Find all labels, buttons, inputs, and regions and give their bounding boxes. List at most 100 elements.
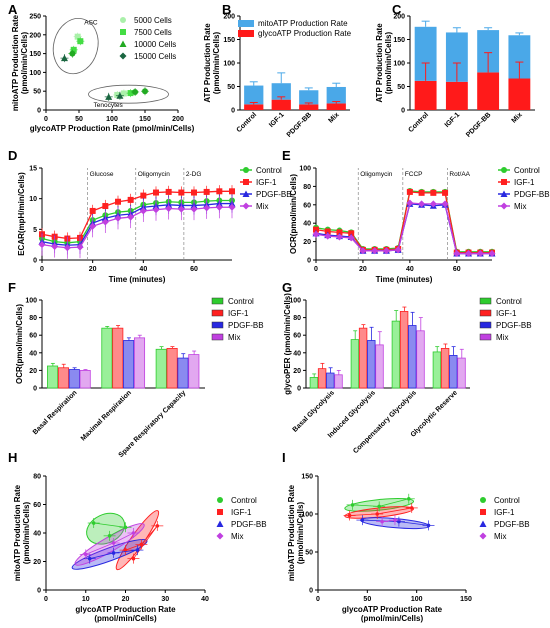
data-point [215, 203, 223, 211]
panel-letter-B: B [222, 2, 231, 17]
bar [123, 340, 135, 389]
panel-D: 0 5 10 15 0 20 40 60 ECAR(mpH/min/Cells) Time (mi… [17, 166, 292, 285]
y-tick-label: 200 [393, 14, 405, 21]
data-point [216, 188, 223, 195]
data-point [360, 518, 365, 522]
panel-E: 0 20 40 60 80 100 0 20 40 60 OCR(pmol/min/Cells) Ti… [289, 166, 550, 285]
data-point [394, 246, 402, 254]
y-axis-label: ATP Production Rate(pmol/min/Cells) [203, 23, 221, 103]
y-tick-label: 0 [37, 108, 41, 115]
bar-glyco [508, 78, 531, 110]
x-tick-label: 10 [82, 596, 90, 603]
legend-marker [242, 190, 250, 197]
legend-label: PDGF-BB [514, 190, 550, 199]
data-point [120, 90, 127, 97]
x-tick-label: 0 [40, 266, 44, 273]
y-tick-label: 40 [303, 221, 311, 228]
data-point [191, 189, 197, 196]
data-point [371, 247, 379, 255]
data-point [63, 244, 71, 252]
y-axis-label: mitoATP Production Rate(pmol/min/Cells) [11, 14, 29, 111]
series-line [41, 199, 232, 244]
x-axis-label: glycoATP Production Rate (pmol/min/Cells… [30, 124, 195, 133]
data-point [348, 230, 355, 237]
data-point [87, 556, 92, 561]
bar [358, 327, 368, 389]
data-point [139, 207, 147, 215]
data-point [131, 531, 136, 535]
x-category-label: Maximal Respiration [80, 389, 133, 442]
y-tick-label: 80 [29, 315, 37, 322]
legend-marker [501, 179, 507, 185]
data-point [465, 250, 473, 258]
data-point [228, 203, 236, 211]
legend-marker [479, 532, 487, 540]
y-tick-label: 0 [33, 258, 37, 265]
data-point [70, 46, 77, 53]
legend-label: PDGF-BB [231, 520, 267, 529]
legend-label: Mix [231, 532, 243, 541]
bar [457, 357, 466, 389]
data-point [135, 548, 140, 552]
y-tick-label: 60 [293, 333, 301, 340]
tenocyte-cluster-ellipse [88, 84, 169, 104]
injection-label: Oligomycin [360, 171, 393, 178]
bar [68, 369, 80, 389]
y-axis-label-line: ATP Production Rate [203, 23, 212, 103]
bar [47, 365, 59, 389]
data-point [190, 205, 198, 213]
legend-label: PDGF-BB [256, 190, 292, 199]
series-line [41, 190, 232, 240]
x-tick-label: 100 [106, 116, 118, 123]
legend-swatch [479, 297, 492, 305]
x-tick-label: 40 [139, 266, 147, 273]
x-tick-label: 20 [89, 266, 97, 273]
x-category-label: Glycolytic Reserve [410, 389, 459, 438]
y-tick-label: 40 [33, 531, 41, 538]
legend-label: Control [228, 297, 254, 306]
data-point [131, 556, 136, 561]
data-point [442, 189, 449, 196]
data-point [476, 250, 484, 258]
y-tick-label: 150 [301, 474, 313, 481]
legend-label: mitoATP Production Rate [258, 19, 348, 28]
x-tick-label: 50 [75, 116, 83, 123]
annotation-asc: ASC [84, 19, 98, 26]
legend-label: 5000 Cells [134, 16, 172, 25]
x-axis-label: glycoATP Production Rate (pmol/min/Cells) [342, 605, 443, 623]
x-tick-label: 0 [44, 116, 48, 123]
legend-label: Mix [256, 202, 268, 211]
x-category-label: PDGF-BB [465, 111, 492, 138]
y-axis-label-line: mitoATP Production Rate [13, 484, 22, 581]
x-tick-label: 60 [190, 266, 198, 273]
data-point [60, 54, 68, 62]
y-tick-label: 5 [33, 227, 37, 234]
bar [177, 357, 189, 389]
data-point [229, 188, 235, 195]
legend-marker [480, 509, 486, 515]
bar [432, 351, 442, 389]
y-tick-label: 60 [303, 202, 311, 209]
data-point [430, 189, 437, 196]
y-tick-label: 10 [29, 196, 37, 203]
bar-mito [299, 90, 319, 105]
data-point [350, 503, 355, 507]
legend-label: IGF-1 [256, 178, 277, 187]
y-tick-label: 0 [307, 258, 311, 265]
y-tick-label: 200 [29, 32, 41, 39]
data-point [51, 243, 59, 251]
bar-glyco [414, 80, 437, 110]
bar-glyco [244, 104, 264, 110]
x-tick-label: 40 [406, 266, 414, 273]
legend-label: IGF-1 [231, 508, 252, 517]
x-axis-label-line: (pmol/min/Cells) [94, 614, 157, 623]
data-point [74, 33, 81, 40]
bar [367, 340, 376, 389]
panel-letter-A: A [8, 2, 18, 17]
x-tick-label: 20 [122, 596, 130, 603]
data-point [406, 497, 411, 501]
legend-label: Control [494, 496, 520, 505]
